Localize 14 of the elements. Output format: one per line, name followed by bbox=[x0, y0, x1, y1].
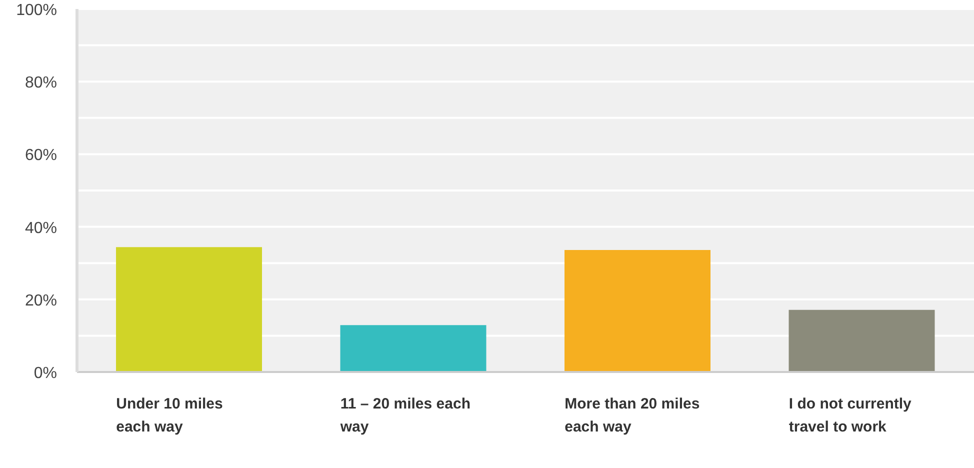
x-tick-label: Under 10 miles each way bbox=[116, 396, 223, 436]
bar bbox=[788, 310, 935, 372]
x-tick-label: More than 20 miles each way bbox=[564, 396, 700, 436]
x-tick-label: 11 – 20 miles each way bbox=[339, 396, 470, 436]
y-tick-label: 20% bbox=[24, 292, 57, 310]
x-tick-label: I do not currently travel to work bbox=[788, 396, 912, 436]
bar bbox=[564, 250, 710, 372]
y-tick-label: 0% bbox=[34, 365, 57, 382]
y-tick-label: 40% bbox=[24, 220, 57, 237]
y-tick-label: 100% bbox=[16, 2, 57, 19]
bar bbox=[116, 247, 262, 372]
y-tick-label: 60% bbox=[24, 147, 57, 164]
y-tick-label: 80% bbox=[24, 74, 57, 92]
bar bbox=[340, 325, 486, 372]
